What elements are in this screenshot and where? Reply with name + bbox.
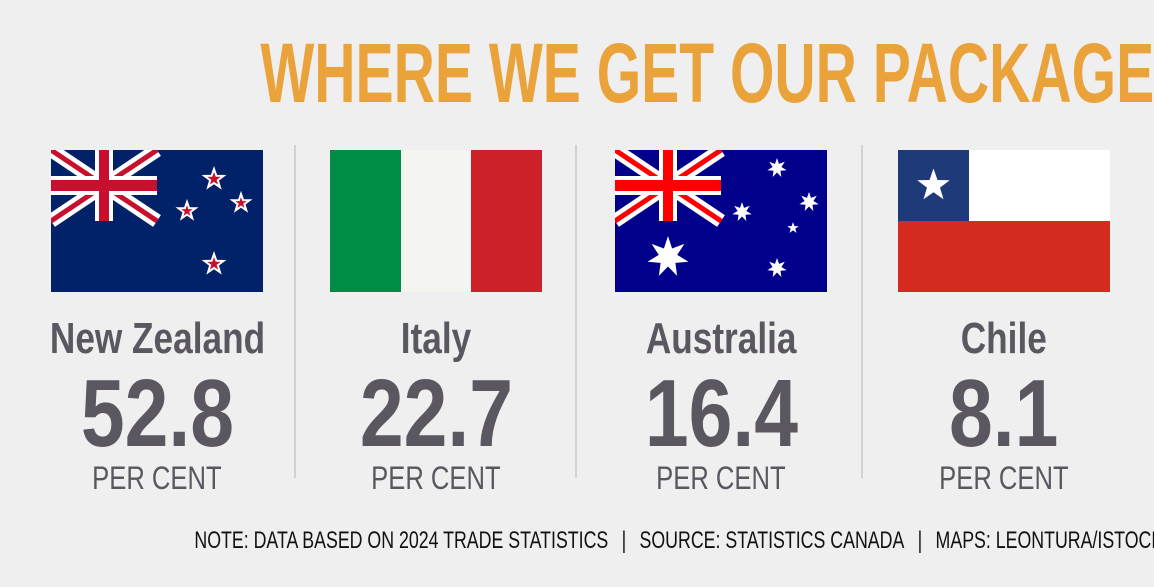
country-percent: 22.7	[359, 360, 513, 467]
star-icon	[647, 236, 689, 276]
country-percent: 52.8	[80, 360, 234, 467]
chile-flag-icon	[898, 150, 1110, 292]
country-name: New Zealand	[49, 314, 265, 363]
star-icon	[767, 258, 787, 277]
country-name: Chile	[960, 314, 1048, 363]
australia-flag-icon	[615, 150, 827, 292]
percent-unit: PER CENT	[656, 460, 786, 496]
country-chile: Chile 8.1 PER CENT	[864, 150, 1144, 496]
percent-unit: PER CENT	[939, 460, 1069, 496]
divider	[294, 145, 296, 478]
percent-unit: PER CENT	[92, 460, 222, 496]
footer-separator: |	[621, 527, 627, 554]
italy-flag-icon	[330, 150, 542, 292]
divider	[861, 145, 863, 478]
divider	[575, 145, 577, 478]
footer-source: SOURCE: STATISTICS CANADA	[639, 527, 905, 554]
star-icon	[767, 158, 787, 177]
country-italy: Italy 22.7 PER CENT	[296, 150, 576, 496]
star-icon	[229, 190, 253, 213]
country-percent: 16.4	[644, 360, 798, 467]
star-icon	[917, 168, 950, 200]
star-icon	[175, 198, 199, 221]
country-australia: Australia 16.4 PER CENT	[581, 150, 861, 496]
footer-note: NOTE: DATA BASED ON 2024 TRADE STATISTIC…	[194, 527, 609, 554]
star-icon	[799, 192, 819, 211]
country-percent: 8.1	[949, 360, 1059, 467]
country-name: Australia	[645, 314, 797, 363]
title-text: WHERE WE GET OUR PACKAGED BEES	[260, 26, 1154, 120]
percent-unit: PER CENT	[371, 460, 501, 496]
star-icon	[201, 250, 227, 275]
footer-credit: MAPS: LEONTURA/ISTOCK/GETTY IMAGES	[935, 527, 1154, 554]
footer: NOTE: DATA BASED ON 2024 TRADE STATISTIC…	[0, 526, 1154, 556]
country-new-zealand: New Zealand 52.8 PER CENT	[17, 150, 297, 496]
star-icon	[732, 202, 752, 221]
star-icon	[787, 222, 799, 233]
page-title: WHERE WE GET OUR PACKAGED BEES	[0, 28, 1154, 118]
new-zealand-flag-icon	[51, 150, 263, 292]
footer-separator: |	[917, 527, 923, 554]
star-icon	[201, 165, 227, 190]
country-name: Italy	[400, 314, 472, 363]
